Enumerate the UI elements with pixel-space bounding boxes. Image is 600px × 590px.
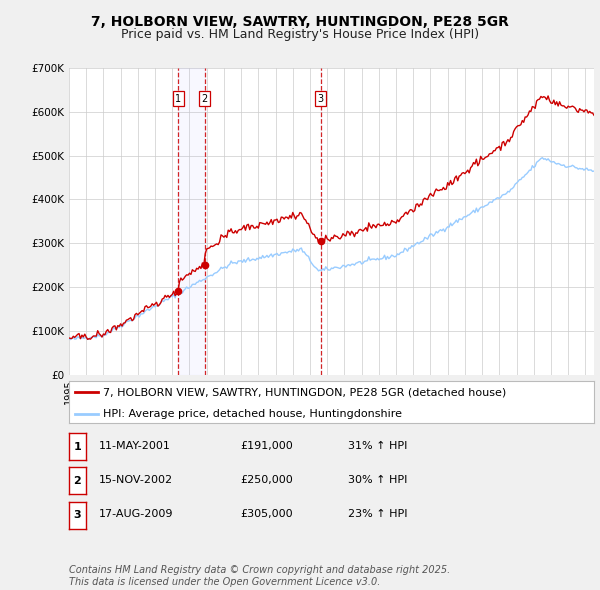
Text: Contains HM Land Registry data © Crown copyright and database right 2025.
This d: Contains HM Land Registry data © Crown c… xyxy=(69,565,450,587)
Text: Price paid vs. HM Land Registry's House Price Index (HPI): Price paid vs. HM Land Registry's House … xyxy=(121,28,479,41)
Text: 15-NOV-2002: 15-NOV-2002 xyxy=(99,476,173,485)
Text: HPI: Average price, detached house, Huntingdonshire: HPI: Average price, detached house, Hunt… xyxy=(103,409,402,419)
Text: 17-AUG-2009: 17-AUG-2009 xyxy=(99,510,173,519)
Text: £250,000: £250,000 xyxy=(240,476,293,485)
Text: £191,000: £191,000 xyxy=(240,441,293,451)
Text: 7, HOLBORN VIEW, SAWTRY, HUNTINGDON, PE28 5GR (detached house): 7, HOLBORN VIEW, SAWTRY, HUNTINGDON, PE2… xyxy=(103,388,506,398)
Text: 7, HOLBORN VIEW, SAWTRY, HUNTINGDON, PE28 5GR: 7, HOLBORN VIEW, SAWTRY, HUNTINGDON, PE2… xyxy=(91,15,509,29)
Text: 31% ↑ HPI: 31% ↑ HPI xyxy=(348,441,407,451)
Text: 23% ↑ HPI: 23% ↑ HPI xyxy=(348,510,407,519)
Text: 30% ↑ HPI: 30% ↑ HPI xyxy=(348,476,407,485)
Text: £305,000: £305,000 xyxy=(240,510,293,519)
Text: 3: 3 xyxy=(74,510,81,520)
Text: 11-MAY-2001: 11-MAY-2001 xyxy=(99,441,171,451)
Bar xyxy=(178,68,205,375)
Text: 1: 1 xyxy=(175,94,182,103)
Text: 2: 2 xyxy=(202,94,208,103)
Text: 3: 3 xyxy=(318,94,324,103)
Text: 2: 2 xyxy=(74,476,81,486)
Text: 1: 1 xyxy=(74,442,81,451)
